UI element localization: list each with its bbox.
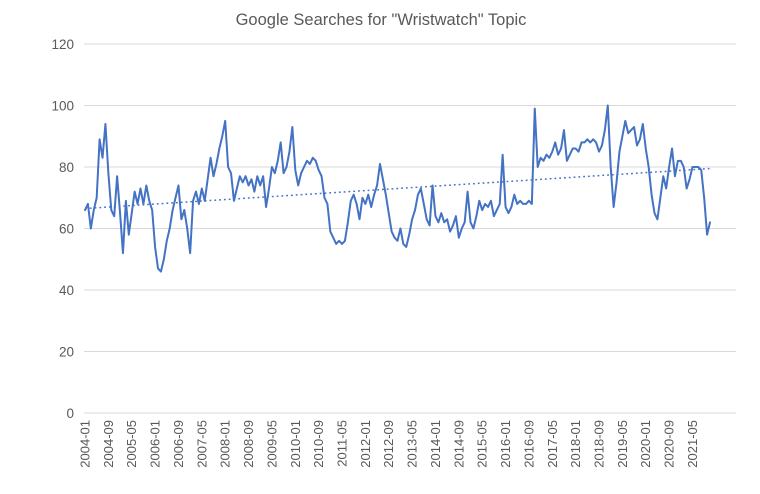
x-axis-tick-label: 2012-09	[381, 420, 396, 468]
x-axis-tick-label: 2006-09	[171, 420, 186, 468]
x-axis-tick-label: 2019-05	[615, 420, 630, 468]
x-axis-tick-label: 2012-01	[358, 420, 373, 468]
y-axis-tick-label: 60	[59, 221, 74, 236]
x-axis-tick-label: 2011-05	[335, 420, 350, 467]
y-axis-tick-label: 0	[66, 406, 74, 421]
x-axis-tick-label: 2018-09	[592, 420, 607, 468]
x-axis-labels: 2004-01 2004-09 2005-05 2006-01 2006-09 2007-…	[78, 420, 700, 468]
y-axis-tick-label: 20	[59, 344, 74, 359]
x-axis-tick-label: 2006-01	[148, 420, 163, 468]
y-axis-labels: 0 20 40 60 80 100 120	[51, 37, 74, 421]
x-axis-tick-label: 2018-01	[568, 420, 583, 468]
y-axis-tick-label: 120	[51, 37, 74, 52]
trendline	[84, 167, 711, 210]
x-axis-tick-label: 2008-09	[241, 420, 256, 468]
x-axis-tick-label: 2009-05	[264, 420, 279, 468]
x-axis-tick-label: 2015-05	[475, 420, 490, 468]
series-line	[84, 104, 711, 273]
y-axis-tick-label: 80	[59, 160, 74, 175]
x-axis-tick-label: 2020-01	[638, 420, 653, 468]
x-axis-tick-label: 2020-09	[662, 420, 677, 468]
x-axis-tick-label: 2016-01	[498, 420, 513, 468]
y-axis-tick-label: 100	[51, 98, 74, 113]
x-axis-tick-label: 2013-05	[405, 420, 420, 468]
plot-area	[84, 104, 711, 273]
x-axis-tick-label: 2005-05	[124, 420, 139, 468]
y-axis-tick-label: 40	[59, 283, 74, 298]
gridlines	[84, 43, 736, 414]
x-axis-tick-label: 2004-01	[78, 420, 93, 468]
x-axis-tick-label: 2008-01	[218, 420, 233, 468]
x-axis-tick-label: 2016-09	[521, 420, 536, 468]
x-axis-tick-label: 2010-01	[288, 420, 303, 468]
x-axis-tick-label: 2017-05	[545, 420, 560, 468]
x-axis-tick-label: 2004-09	[101, 420, 116, 468]
x-axis-tick-label: 2010-09	[311, 420, 326, 468]
x-axis-tick-label: 2021-05	[685, 420, 700, 468]
x-axis-tick-label: 2014-01	[428, 420, 443, 468]
x-axis-tick-label: 2007-05	[194, 420, 209, 468]
x-axis-tick-label: 2014-09	[451, 420, 466, 468]
chart-title: Google Searches for "Wristwatch" Topic	[236, 11, 527, 29]
